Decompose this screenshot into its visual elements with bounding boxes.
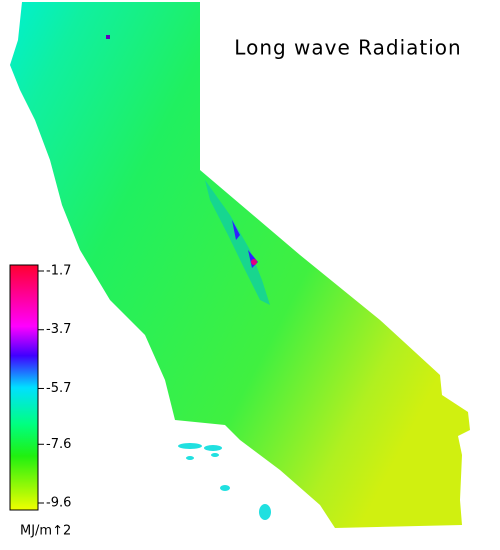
peak (251, 259, 257, 265)
color-bar (9, 264, 39, 511)
map-title: Long wave Radiation (234, 36, 461, 60)
peak (106, 35, 110, 39)
color-legend: MJ/m↑2 -1.7 -3.7 -5.7 -7.6 -9.6 (9, 264, 71, 539)
island (178, 443, 202, 449)
island (220, 485, 230, 491)
california-map (10, 2, 470, 528)
mountain-ridge (205, 180, 270, 305)
legend-unit: MJ/m↑2 (20, 524, 71, 539)
tick-label: -9.6 (46, 496, 71, 511)
high-peaks (232, 220, 258, 268)
tick-label: -5.7 (46, 381, 71, 396)
island (204, 445, 222, 451)
tick-label: -7.6 (46, 437, 71, 452)
state-shape (10, 2, 470, 528)
island (211, 453, 219, 457)
tick-label: -1.7 (46, 264, 71, 279)
tick-label: -3.7 (46, 322, 71, 337)
island (186, 456, 194, 460)
island (259, 504, 271, 520)
